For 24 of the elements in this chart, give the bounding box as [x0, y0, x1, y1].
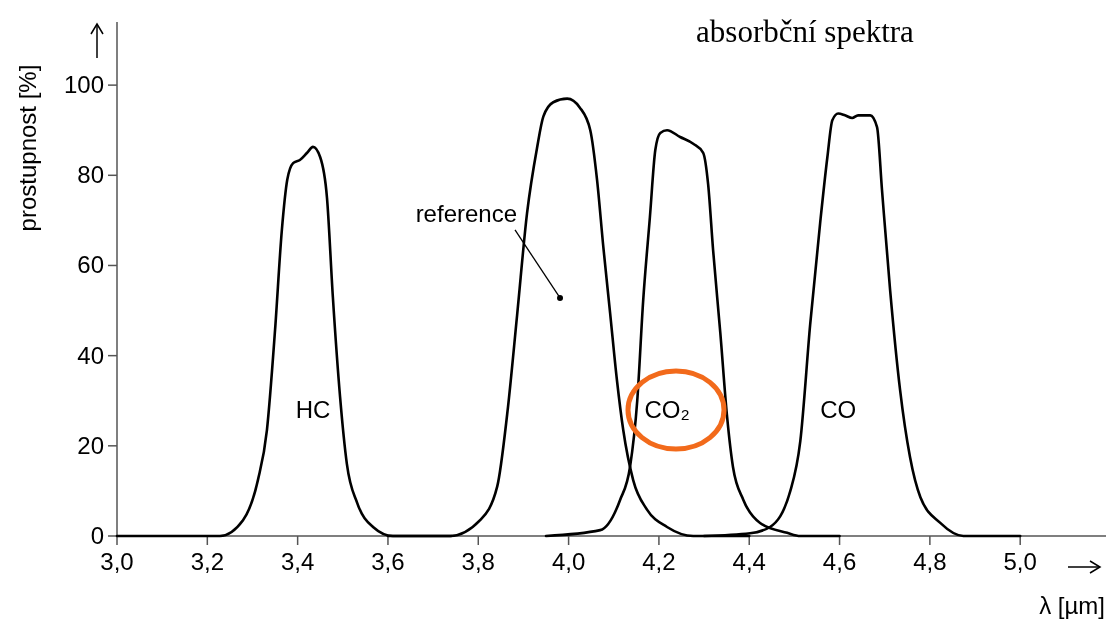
annotation: reference — [415, 199, 518, 227]
x-tick-label: 4,0 — [551, 548, 586, 575]
x-tick-label: 3,8 — [461, 548, 495, 575]
x-tick-label: 4,4 — [732, 548, 766, 575]
x-tick-label: 3,4 — [280, 548, 315, 575]
y-tick-label: 20 — [77, 431, 104, 459]
x-tick-label: 3,6 — [371, 548, 405, 575]
x-tick-label: 3,0 — [100, 548, 134, 575]
x-tick-label: 5,0 — [1003, 548, 1037, 575]
x-tick-label: 4,8 — [913, 548, 947, 575]
y-tick-label: 60 — [77, 251, 104, 279]
series-label: CO — [820, 396, 857, 423]
y-tick-label: 80 — [77, 161, 104, 189]
y-tick-label: 40 — [77, 341, 104, 369]
y-axis-title: prostupnost [%] — [14, 64, 41, 232]
x-tick-label: 4,2 — [642, 548, 676, 575]
chart-title: absorbční spektra — [696, 14, 915, 49]
x-axis-title: λ [µm] — [1039, 592, 1105, 619]
series-label: HC — [295, 396, 331, 423]
x-tick-label: 3,2 — [190, 548, 225, 575]
y-tick-label: 0 — [90, 522, 104, 549]
y-tick-label: 100 — [63, 71, 104, 99]
series-label: CO₂ — [644, 396, 690, 423]
x-tick-label: 4,6 — [822, 548, 857, 575]
